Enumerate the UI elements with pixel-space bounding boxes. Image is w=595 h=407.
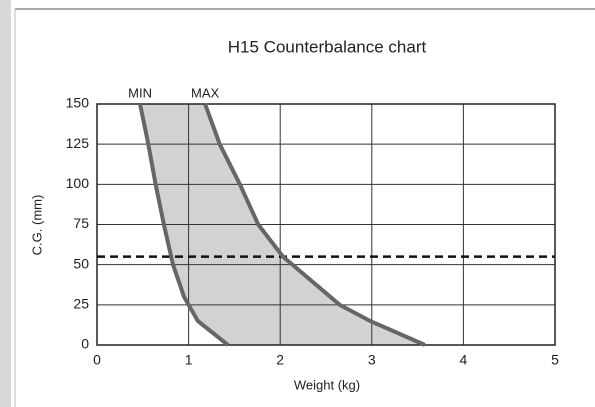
- x-tick-label: 1: [185, 352, 193, 368]
- chart-title: H15 Counterbalance chart: [228, 37, 427, 56]
- y-tick-label: 100: [66, 175, 90, 191]
- y-tick-label: 75: [73, 215, 89, 231]
- y-axis-label: C.G. (mm): [29, 195, 44, 256]
- x-tick-label: 5: [551, 352, 559, 368]
- series-label: MAX: [191, 85, 220, 100]
- x-tick-label: 2: [276, 352, 284, 368]
- x-tick-label: 3: [368, 352, 376, 368]
- y-tick-label: 0: [81, 336, 89, 352]
- x-tick-label: 4: [460, 352, 468, 368]
- curve: [203, 103, 426, 347]
- series-label: MIN: [128, 85, 152, 100]
- plot-frame: [96, 103, 556, 346]
- x-tick-label: 0: [93, 352, 101, 368]
- y-tick-label: 150: [66, 95, 90, 111]
- y-tick-label: 125: [66, 135, 90, 151]
- side-strip: [0, 0, 11, 407]
- band-fill: [140, 104, 425, 345]
- y-tick-label: 25: [73, 296, 89, 312]
- y-tick-label: 50: [73, 255, 89, 271]
- x-axis-label: Weight (kg): [294, 377, 360, 392]
- curve: [138, 103, 230, 347]
